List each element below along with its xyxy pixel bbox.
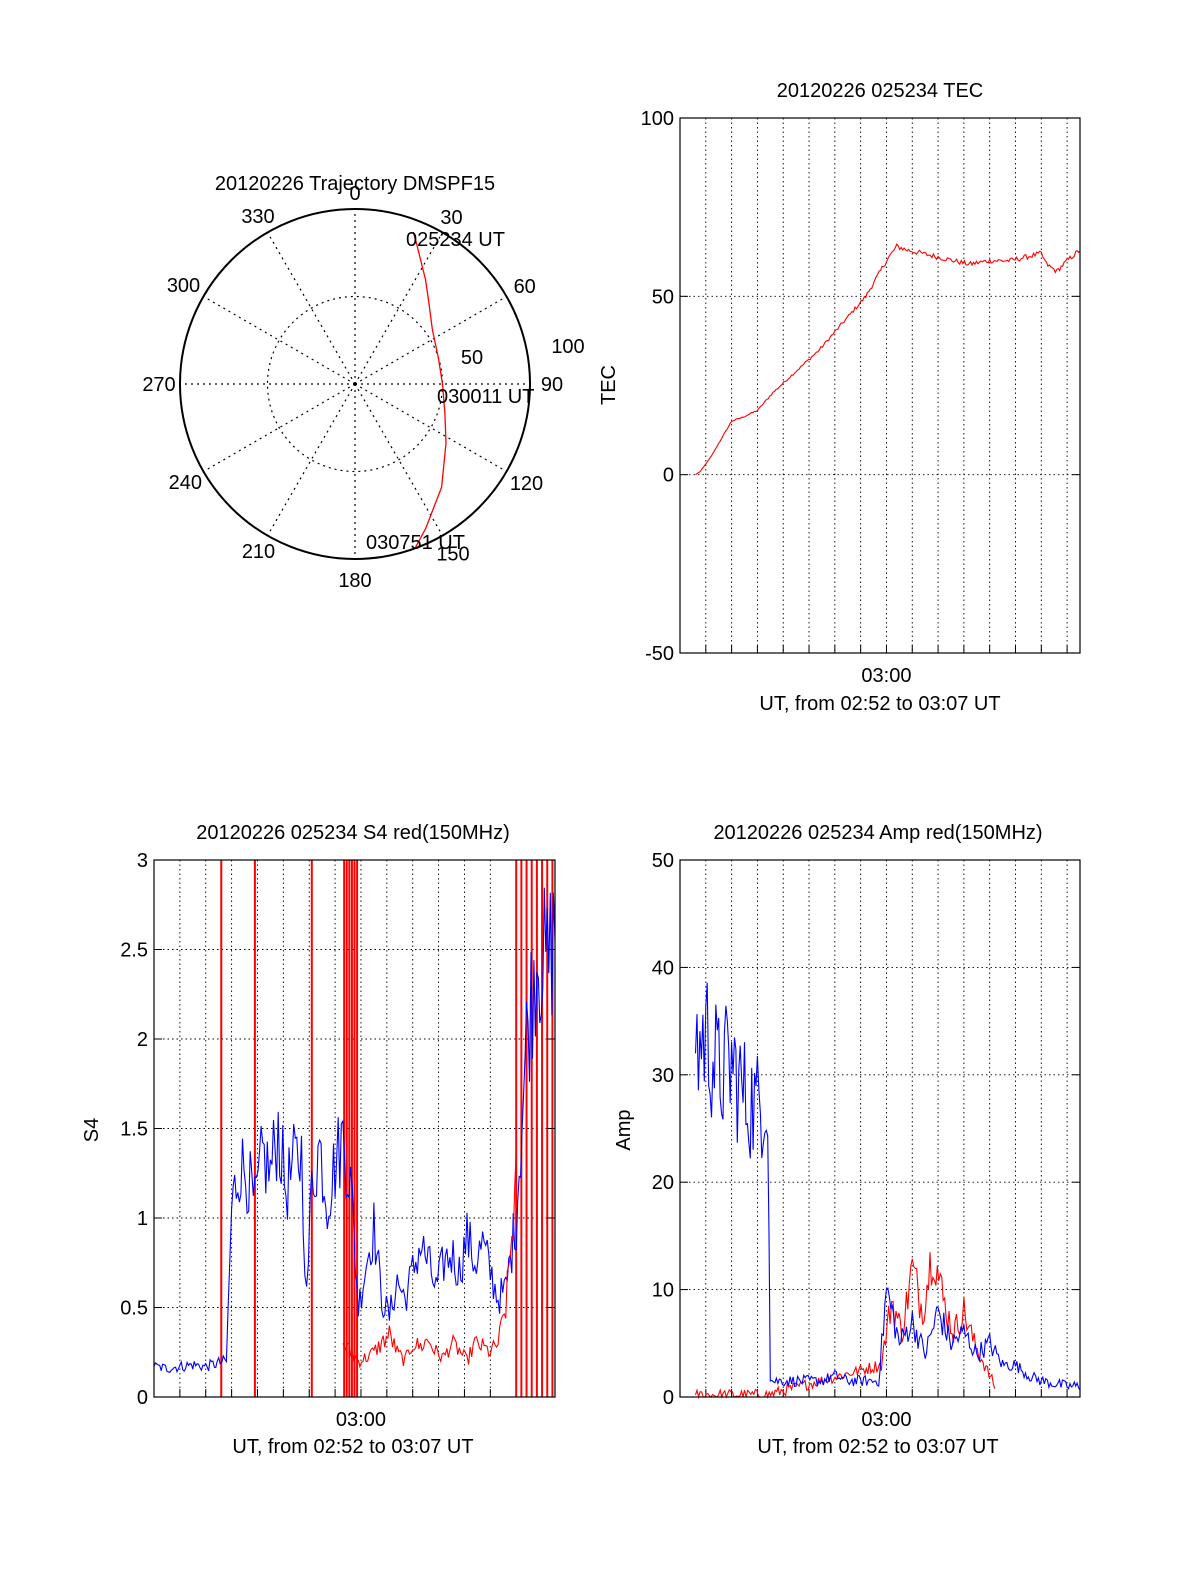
s4-chart: 20120226 025234 S4 red(150MHz) 0 0.5 1 1.5 2… [81,822,555,1458]
s4-y-tick-label: 1 [137,1208,148,1230]
tec-grid [680,118,1080,653]
polar-angle-label: 30 [440,207,462,229]
polar-spoke [203,297,355,385]
tec-y-tick-label: 0 [663,465,674,487]
amp-y-axis-label: Amp [613,1109,635,1150]
polar-angle-label: 180 [338,570,371,592]
s4-y-tick-label: 2.5 [120,940,148,962]
tec-x-ticks: 03:00 [861,665,911,687]
polar-chart: 20120226 Trajectory DMSPF15 030609012015… [142,173,584,592]
s4-y-tick-label: 2 [137,1029,148,1051]
amp-x-tick-label: 03:00 [861,1409,911,1431]
polar-angle-label: 240 [169,472,202,494]
s4-y-tick-label: 3 [137,850,148,872]
s4-x-axis-label: UT, from 02:52 to 03:07 UT [232,1436,473,1458]
polar-spoke [268,232,356,384]
polar-radius-label-100: 100 [551,336,584,358]
tec-series-line-0 [696,244,1081,475]
s4-chart-title: 20120226 025234 S4 red(150MHz) [196,822,510,844]
tec-y-ticks: -50 0 50 100 [641,108,1080,665]
amp-chart-title: 20120226 025234 Amp red(150MHz) [713,822,1042,844]
tec-chart: 20120226 025234 TEC -50 0 50 100 03:00 UT, … [598,80,1080,715]
tec-series [696,244,1081,475]
amp-grid [680,860,1080,1397]
tec-y-axis-label: TEC [598,365,620,405]
s4-y-axis-label: S4 [81,1118,103,1142]
trajectory-start-label: 025234 UT [406,229,505,251]
amp-y-tick-label: 20 [652,1172,674,1194]
tec-y-tick-label: 100 [641,108,674,130]
polar-angle-label: 60 [514,276,536,298]
polar-angle-label: 270 [142,374,175,396]
polar-spoke [268,384,356,536]
s4-x-ticks: 03:00 [336,1409,386,1431]
tec-plot-frame [680,118,1080,653]
tec-y-tick-label: 50 [652,286,674,308]
tec-x-axis-label: UT, from 02:52 to 03:07 UT [759,693,1000,715]
amp-y-tick-label: 0 [663,1387,674,1409]
amp-series [696,983,1081,1397]
polar-radius-label-50: 50 [461,347,483,369]
polar-angle-label: 330 [241,206,274,228]
polar-angle-label: 300 [167,275,200,297]
amp-plot-frame [680,860,1080,1397]
polar-angle-label: 0 [349,183,360,205]
s4-x-tick-label: 03:00 [336,1409,386,1431]
trajectory-mid-label: 030011 UT [437,386,534,408]
amp-y-tick-label: 40 [652,957,674,979]
amp-y-ticks: 0 10 20 30 40 50 [652,850,1080,1409]
trajectory-end-label: 030751 UT [366,532,465,554]
amp-series-line-1 [696,983,1081,1390]
s4-y-tick-label: 0.5 [120,1298,148,1320]
s4-y-tick-label: 0 [137,1387,148,1409]
s4-series-line-1 [343,1150,516,1366]
polar-spokes [180,209,530,559]
s4-y-tick-label: 1.5 [120,1119,148,1141]
amp-x-axis-label: UT, from 02:52 to 03:07 UT [757,1436,998,1458]
amp-y-tick-label: 30 [652,1065,674,1087]
tec-x-tick-label: 03:00 [861,665,911,687]
amp-x-ticks: 03:00 [861,1409,911,1431]
tec-chart-title: 20120226 025234 TEC [777,80,983,102]
amp-y-tick-label: 50 [652,850,674,872]
polar-angle-label: 90 [541,374,563,396]
amp-y-tick-label: 10 [652,1280,674,1302]
tec-y-tick-label: -50 [645,643,674,665]
amp-chart: 20120226 025234 Amp red(150MHz) 0 10 20 30 4… [613,822,1080,1458]
polar-angle-label: 210 [242,541,275,563]
polar-angle-label: 120 [510,473,543,495]
polar-spoke [355,297,507,385]
